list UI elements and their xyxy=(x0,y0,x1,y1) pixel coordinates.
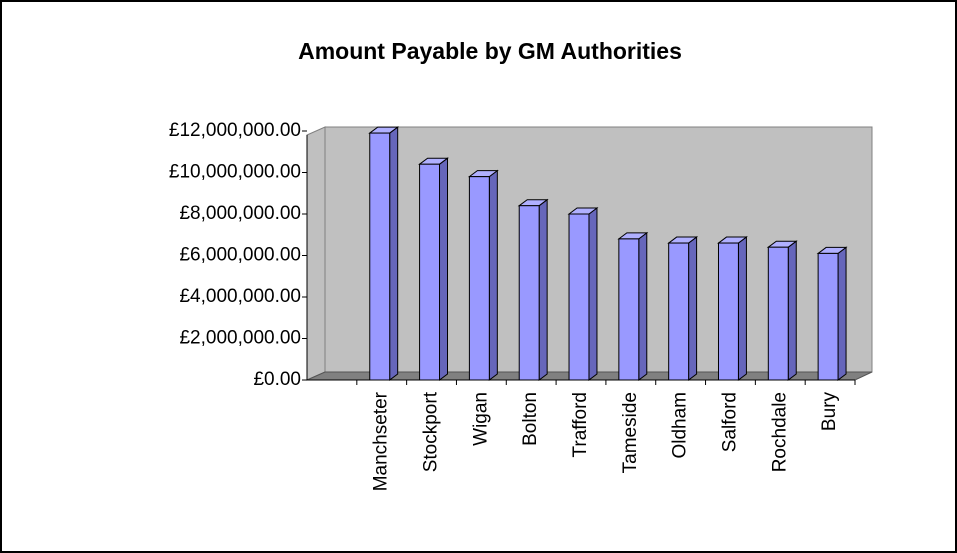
bar xyxy=(368,126,400,381)
x-tick-label: Manchseter xyxy=(371,391,392,491)
bar-side xyxy=(588,207,598,381)
bar-side xyxy=(787,240,797,381)
bar-side xyxy=(638,231,648,381)
x-tick-label: Stockport xyxy=(421,391,442,472)
x-tick-label: Bury xyxy=(819,392,840,432)
x-tick-label: Trafford xyxy=(570,392,591,457)
bar-front xyxy=(817,252,839,381)
y-tick-label: £2,000,000.00 xyxy=(179,328,301,349)
bar-side xyxy=(538,198,548,381)
y-tick-label: £0.00 xyxy=(253,369,301,390)
bar xyxy=(418,157,450,381)
bar xyxy=(617,231,649,381)
bar-front xyxy=(767,246,789,381)
chart-title: Amount Payable by GM Authorities xyxy=(298,38,682,64)
y-tick-label: £8,000,000.00 xyxy=(179,203,301,224)
bar-front xyxy=(518,205,540,381)
bar xyxy=(667,236,699,381)
bar-front xyxy=(369,132,391,381)
bar-side xyxy=(737,236,747,381)
bar-front xyxy=(618,238,640,381)
y-tick-label: £12,000,000.00 xyxy=(169,120,301,141)
bar-side xyxy=(837,246,847,381)
y-tick-label: £10,000,000.00 xyxy=(169,162,301,183)
y-tick-label: £4,000,000.00 xyxy=(179,286,301,307)
bar-front xyxy=(468,176,490,381)
bar-front xyxy=(568,213,590,381)
x-tick-label: Bolton xyxy=(520,392,541,446)
bar xyxy=(517,198,549,381)
side-wall xyxy=(306,126,326,381)
bar-side xyxy=(688,236,698,381)
bar xyxy=(766,240,798,381)
x-tick-label: Wigan xyxy=(470,392,491,446)
x-tick-label: Rochdale xyxy=(769,392,790,472)
bar xyxy=(567,207,599,381)
bar xyxy=(716,236,748,381)
x-tick-label: Salford xyxy=(719,392,740,452)
bar-side xyxy=(389,126,399,381)
x-tick-label: Oldham xyxy=(670,392,691,459)
bar-front xyxy=(419,163,441,381)
bar xyxy=(467,169,499,381)
bar-front xyxy=(717,242,739,381)
x-tick-label: Tameside xyxy=(620,392,641,473)
bar-side xyxy=(439,157,449,381)
bar-front xyxy=(668,242,690,381)
y-tick-label: £6,000,000.00 xyxy=(179,245,301,266)
bar-side xyxy=(488,169,498,381)
bar xyxy=(816,246,848,381)
